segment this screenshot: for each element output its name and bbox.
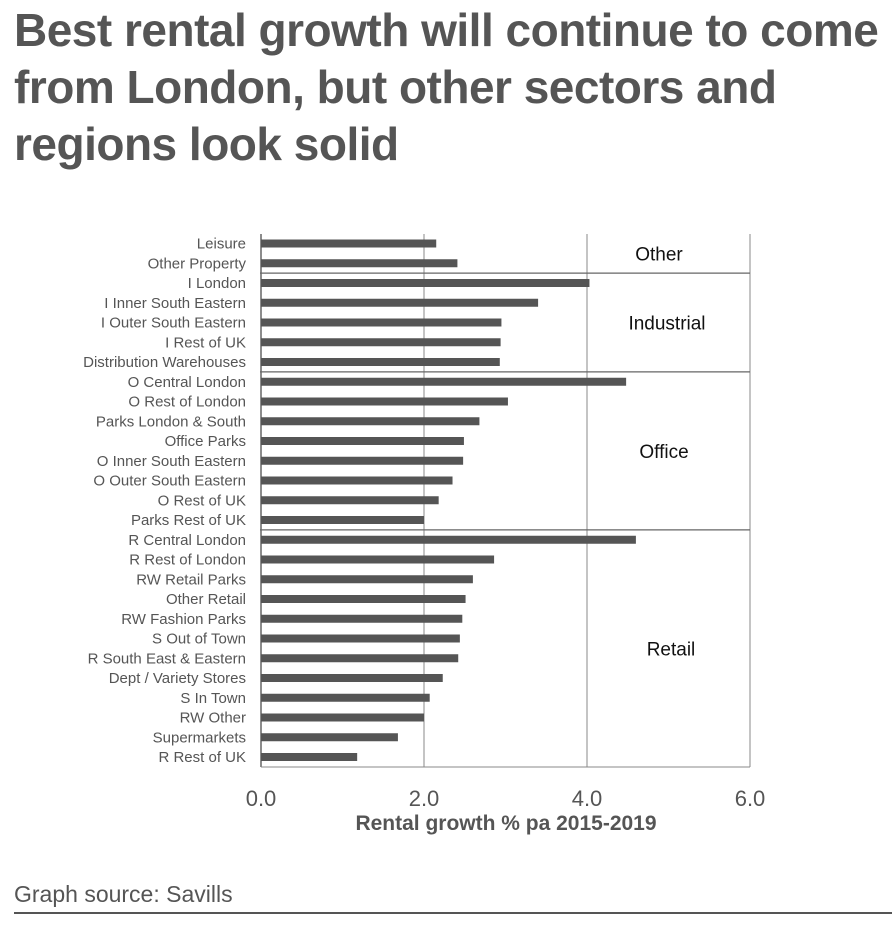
bar xyxy=(261,555,495,564)
bar xyxy=(261,397,508,406)
x-tick-label: 0.0 xyxy=(246,786,277,811)
bar xyxy=(261,259,458,268)
group-dividers xyxy=(260,272,750,531)
category-label: Parks Rest of UK xyxy=(131,512,246,529)
category-labels: Leisure Other Property I London I Inner Sou… xyxy=(83,236,246,767)
bar xyxy=(261,634,460,643)
bar xyxy=(261,595,466,603)
category-label: RW Other xyxy=(180,710,246,727)
category-label: Dept / Variety Stores xyxy=(109,670,246,687)
x-tick-label: 4.0 xyxy=(572,786,603,811)
bar xyxy=(261,496,439,505)
x-tick-label: 2.0 xyxy=(409,786,440,811)
category-label: Distribution Warehouses xyxy=(83,354,246,371)
category-label: Supermarkets xyxy=(153,729,246,746)
category-label: I London xyxy=(188,275,246,292)
bars xyxy=(261,239,636,761)
category-label: R Rest of UK xyxy=(158,749,246,766)
bar xyxy=(261,654,459,663)
bar xyxy=(261,753,358,761)
bar xyxy=(261,674,443,682)
bar xyxy=(261,693,430,702)
x-axis-label: Rental growth % pa 2015-2019 xyxy=(355,812,656,835)
bar xyxy=(261,279,590,287)
bar xyxy=(261,713,424,722)
category-label: I Outer South Eastern xyxy=(101,315,246,332)
category-label: RW Fashion Parks xyxy=(121,611,246,628)
bar xyxy=(261,338,501,347)
bar xyxy=(261,476,453,485)
category-label: Office Parks xyxy=(165,433,246,450)
bar xyxy=(261,358,500,366)
bar xyxy=(261,733,398,742)
bar xyxy=(261,456,464,465)
chart-title: Best rental growth will continue to come… xyxy=(14,4,879,170)
group-label: Industrial xyxy=(628,314,705,335)
bar xyxy=(261,535,636,544)
category-label: O Rest of London xyxy=(128,394,246,411)
bar xyxy=(261,377,627,386)
category-label: I Rest of UK xyxy=(165,334,246,351)
bar xyxy=(261,298,539,307)
category-label: RW Retail Parks xyxy=(136,571,246,588)
category-label: O Central London xyxy=(128,374,246,391)
bar xyxy=(261,417,480,426)
category-label: R Central London xyxy=(128,532,246,549)
group-label: Other xyxy=(635,245,683,266)
group-label: Retail xyxy=(647,639,696,660)
category-label: Leisure xyxy=(197,236,246,253)
category-label: S Out of Town xyxy=(152,631,246,648)
category-label: O Outer South Eastern xyxy=(93,473,246,490)
group-label: Office xyxy=(639,442,688,463)
category-label: R South East & Eastern xyxy=(88,650,246,667)
x-tick-labels: 0.0 2.0 4.0 6.0 xyxy=(246,786,766,811)
bar xyxy=(261,575,473,584)
bar xyxy=(261,239,437,248)
bar xyxy=(261,437,464,445)
x-tick-label: 6.0 xyxy=(735,786,766,811)
category-label: S In Town xyxy=(180,690,246,707)
category-label: R Rest of London xyxy=(129,552,246,569)
category-label: Parks London & South xyxy=(96,413,246,430)
category-label: I Inner South Eastern xyxy=(104,295,246,312)
bar xyxy=(261,614,463,623)
graph-source: Graph source: Savills xyxy=(14,881,233,907)
group-labels: Other Industrial Office Retail xyxy=(628,245,705,661)
category-label: O Rest of UK xyxy=(158,492,246,509)
bar xyxy=(261,318,502,327)
source-divider xyxy=(14,912,892,914)
category-label: O Inner South Eastern xyxy=(97,453,246,470)
bar xyxy=(261,516,424,524)
category-label: Other Property xyxy=(148,255,247,272)
category-label: Other Retail xyxy=(166,591,246,608)
